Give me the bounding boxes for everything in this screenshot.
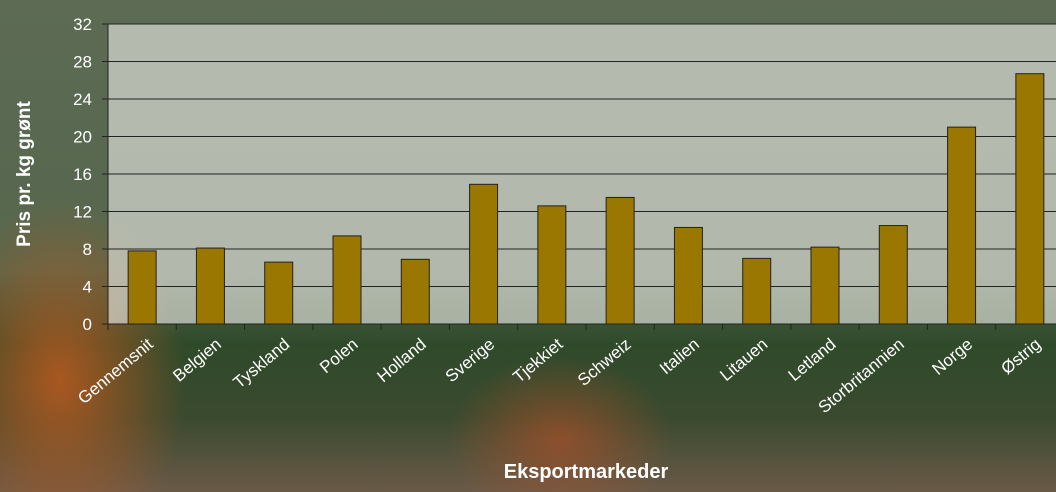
bar (878, 225, 908, 325)
bar (469, 183, 499, 325)
bar (605, 196, 635, 325)
bar (673, 226, 703, 325)
x-tick-label: Schweiz (574, 335, 635, 390)
y-tick-label: 12 (73, 203, 92, 222)
y-tick-label: 20 (73, 128, 92, 147)
x-axis-title: Eksportmarkeder (504, 461, 669, 483)
bar (264, 261, 294, 325)
x-tick-label: Tjekkiet (509, 334, 566, 386)
x-tick-label: Litauen (716, 335, 771, 385)
y-tick-label: 28 (73, 53, 92, 72)
bar (810, 246, 840, 325)
bar (537, 205, 567, 325)
x-tick-label: Italien (656, 335, 703, 379)
y-tick-label: 0 (83, 315, 92, 334)
x-tick-label: Holland (373, 335, 429, 387)
y-tick-label: 8 (83, 240, 92, 259)
x-tick-label: Gennemsnit (74, 334, 157, 408)
bar (195, 247, 225, 325)
x-tick-label: Sverige (442, 335, 498, 387)
x-tick-label: Tyskland (230, 335, 294, 393)
x-tick-label: Polen (316, 335, 362, 378)
x-tick-label: Østrig (997, 335, 1044, 379)
y-tick-label: 24 (73, 90, 92, 109)
bar (400, 258, 430, 325)
x-tick-label: Belgien (169, 335, 225, 386)
bar (1015, 73, 1045, 325)
y-tick-label: 16 (73, 165, 92, 184)
bar (742, 257, 772, 325)
x-tick-label: Norge (928, 335, 976, 379)
y-tick-label: 4 (83, 278, 92, 297)
bar (332, 235, 362, 325)
bar (127, 250, 157, 325)
bar (947, 126, 977, 325)
y-axis-title: Pris pr. kg grønt (14, 100, 35, 246)
y-tick-label: 32 (73, 15, 92, 34)
x-tick-label: Letland (785, 335, 840, 385)
